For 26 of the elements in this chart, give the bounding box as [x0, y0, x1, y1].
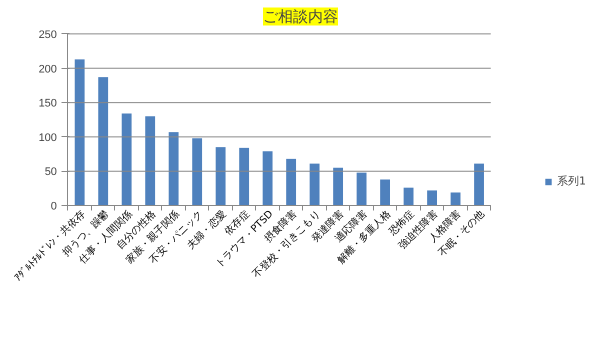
y-tick-label: 250 — [38, 28, 57, 41]
bar — [450, 192, 460, 206]
bar — [286, 158, 296, 206]
bar — [356, 172, 367, 206]
bar — [262, 151, 273, 206]
bar — [122, 114, 132, 206]
bar — [98, 77, 108, 206]
bar — [427, 190, 437, 206]
bar — [145, 116, 156, 206]
bar — [192, 138, 202, 206]
bar — [310, 164, 320, 206]
y-tick-label: 0 — [50, 200, 57, 213]
bar — [239, 148, 250, 206]
bar — [333, 168, 344, 206]
legend-label: 系列1 — [557, 174, 586, 188]
bar — [474, 164, 484, 206]
bar — [168, 132, 179, 206]
bar — [404, 188, 414, 206]
bar — [216, 147, 226, 206]
y-tick-label: 200 — [38, 63, 57, 76]
chart-title: ご相談内容 — [263, 8, 338, 26]
bar — [74, 59, 85, 206]
y-tick-label: 50 — [44, 166, 57, 178]
bar — [380, 179, 390, 206]
y-tick-label: 150 — [38, 98, 57, 110]
y-tick-label: 100 — [38, 132, 57, 144]
